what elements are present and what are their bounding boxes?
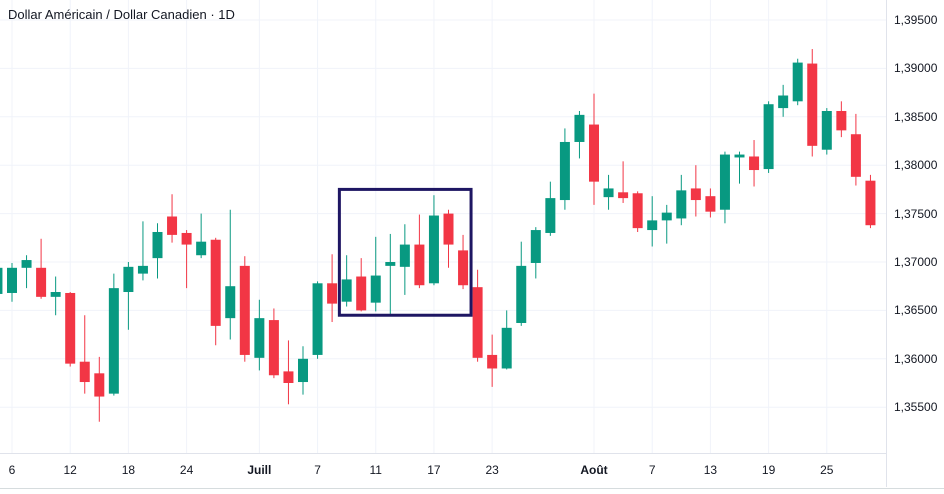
candle-up-body xyxy=(559,141,570,201)
candle-down-body xyxy=(167,216,178,235)
candle-up-body xyxy=(719,154,730,210)
price-tick-label: 1,38000 xyxy=(894,158,938,173)
candle-up-body xyxy=(50,292,61,297)
candle-down-body xyxy=(487,354,498,369)
candle-up-body xyxy=(574,114,585,142)
candle-up-body xyxy=(7,267,17,293)
candlestick-plot[interactable] xyxy=(0,0,886,453)
candle-up-body xyxy=(778,95,789,109)
candle-up-body xyxy=(298,358,308,383)
candle-down-body xyxy=(836,110,847,131)
time-tick-label: 23 xyxy=(485,463,499,477)
price-tick-label: 1,36000 xyxy=(894,351,938,366)
candle-down-body xyxy=(94,373,105,397)
candle-down-body xyxy=(239,265,250,355)
candle-up-body xyxy=(108,288,119,394)
price-tick-label: 1,37500 xyxy=(894,206,938,221)
candle-up-body xyxy=(399,244,410,267)
candle-down-body xyxy=(472,287,483,358)
time-axis[interactable]: 6 12 18 24 Juill 7 11 17 23 Août 7 13 19 25 xyxy=(0,453,944,489)
candle-up-body xyxy=(137,265,148,274)
candle-up-body xyxy=(545,198,556,233)
highlight-box-annotation[interactable] xyxy=(337,187,473,317)
time-tick-label-month: Juill xyxy=(247,463,272,477)
candle-down-body xyxy=(210,239,221,326)
price-tick-label: 1,35500 xyxy=(894,400,938,415)
price-tick-label: 1,37000 xyxy=(894,255,938,269)
candle-down-body xyxy=(327,283,338,304)
time-tick-label: 12 xyxy=(63,463,77,477)
candle-up-body xyxy=(661,212,672,221)
candle-up-body xyxy=(428,215,439,284)
candle-down-body xyxy=(618,192,629,199)
candle-up-body xyxy=(603,188,614,198)
candle-up-body xyxy=(341,279,352,302)
candle-up-body xyxy=(530,230,541,263)
price-tick-label: 1,38500 xyxy=(894,109,938,124)
candle-up-body xyxy=(123,266,134,293)
candle-down-body xyxy=(65,292,76,364)
candle-up-body xyxy=(225,286,236,319)
candle-down-body xyxy=(850,134,861,177)
candle-down-body xyxy=(807,63,818,146)
time-tick-label: 18 xyxy=(121,463,136,477)
price-tick-label: 1,39500 xyxy=(894,13,938,27)
time-tick-label: 17 xyxy=(427,463,441,477)
candle-up-body xyxy=(254,318,265,358)
price-axis[interactable]: 1,39500 1,39000 1,38500 1,38000 1,37500 1,370… xyxy=(886,0,944,487)
candle-up-body xyxy=(516,265,527,323)
candle-up-body xyxy=(821,110,832,150)
candle-down-body xyxy=(268,320,279,376)
candle-down-body xyxy=(458,250,469,286)
candle-down-body xyxy=(632,193,643,229)
candle-up-body xyxy=(734,154,745,158)
candle-down-body xyxy=(443,213,454,245)
candle-up-body xyxy=(676,190,687,219)
candle-up-body xyxy=(0,267,3,294)
candle-down-body xyxy=(749,156,760,171)
candle-up-body xyxy=(792,62,803,102)
time-tick-label: 7 xyxy=(648,463,656,477)
price-tick-label: 1,39000 xyxy=(894,61,938,76)
candle-down-body xyxy=(865,180,876,226)
candle-up-body xyxy=(370,275,381,303)
candle-down-body xyxy=(181,232,192,245)
candle-down-body xyxy=(705,196,716,212)
time-tick-label: 19 xyxy=(761,463,776,477)
candle-down-body xyxy=(36,267,47,297)
price-tick-label: 1,36500 xyxy=(894,303,938,318)
candle-down-body xyxy=(690,188,701,201)
time-tick-label-month: Août xyxy=(580,463,608,477)
candle-down-body xyxy=(79,361,90,383)
time-tick-label: 7 xyxy=(314,463,321,477)
time-tick-label: 24 xyxy=(179,463,194,477)
time-tick-label: 6 xyxy=(8,463,16,477)
candle-up-body xyxy=(21,260,32,268)
candle-up-body xyxy=(312,283,323,355)
candle-up-body xyxy=(196,241,207,256)
symbol-title: Dollar Américain / Dollar Canadien · 1D xyxy=(8,7,235,22)
candle-up-body xyxy=(647,220,658,231)
candle-down-body xyxy=(414,244,425,286)
candle-down-body xyxy=(356,276,367,311)
candle-up-body xyxy=(763,104,774,170)
candle-up-body xyxy=(501,327,512,369)
time-tick-label: 11 xyxy=(369,463,382,477)
candle-down-body xyxy=(589,124,599,182)
plot-area[interactable] xyxy=(0,0,886,453)
candle-up-body xyxy=(152,231,163,259)
time-tick-label: 13 xyxy=(703,463,718,477)
candle-down-body xyxy=(283,371,294,383)
candle-up-body xyxy=(385,262,396,266)
time-tick-label: 25 xyxy=(820,463,834,477)
